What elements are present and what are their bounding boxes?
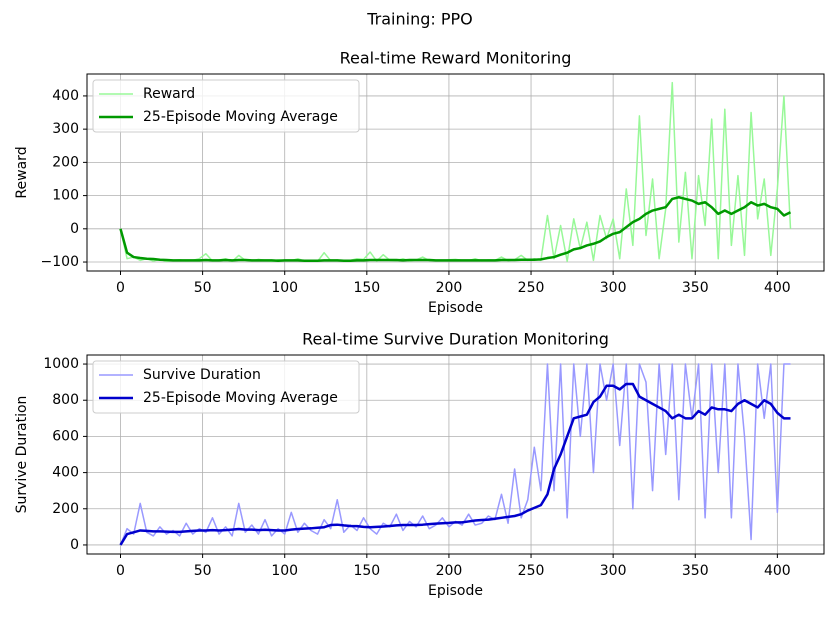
x-tick-label: 350 [682,563,709,579]
y-tick-label: 300 [52,121,79,137]
y-tick-label: 600 [52,428,79,444]
x-tick-label: 0 [116,563,125,579]
x-tick-label: 50 [194,563,212,579]
y-tick-label: 100 [52,188,79,204]
y-tick-label: 0 [70,221,79,237]
x-tick-label: 200 [436,563,463,579]
x-tick-label: 400 [764,280,791,296]
x-tick-label: 300 [600,280,627,296]
x-tick-label: 250 [518,563,545,579]
x-tick-label: 100 [271,280,298,296]
x-tick-label: 150 [353,280,380,296]
legend-label: Survive Duration [143,367,261,383]
x-tick-label: 300 [600,563,627,579]
y-tick-label: 400 [52,88,79,104]
x-tick-label: 200 [436,280,463,296]
series-line [119,382,791,546]
x-tick-label: 0 [116,280,125,296]
legend-label: 25-Episode Moving Average [143,390,338,406]
x-axis-label: Episode [428,583,483,599]
series-line [119,196,792,262]
y-tick-label: 200 [52,501,79,517]
y-tick-label: 800 [52,392,79,408]
x-tick-label: 50 [194,280,212,296]
axes-title: Real-time Reward Monitoring [340,49,572,68]
y-tick-label: 200 [52,154,79,170]
axes-title: Real-time Survive Duration Monitoring [302,330,609,349]
legend-label: 25-Episode Moving Average [143,109,338,125]
x-tick-label: 400 [764,563,791,579]
axes-frame [86,354,825,555]
legend-label: Reward [143,86,195,102]
legend-box [92,79,360,133]
y-axis-label: Survive Duration [14,396,30,514]
x-tick-label: 150 [353,563,380,579]
axes-frame [86,73,825,272]
x-tick-label: 250 [518,280,545,296]
y-axis-label: Reward [14,146,30,198]
x-tick-label: 100 [271,563,298,579]
y-tick-label: −100 [41,254,79,270]
x-tick-label: 350 [682,280,709,296]
figure-title: Training: PPO [366,10,473,29]
y-tick-label: 400 [52,465,79,481]
y-tick-label: 1000 [43,356,79,372]
y-tick-label: 0 [70,537,79,553]
x-axis-label: Episode [428,300,483,316]
legend-box [92,360,360,414]
